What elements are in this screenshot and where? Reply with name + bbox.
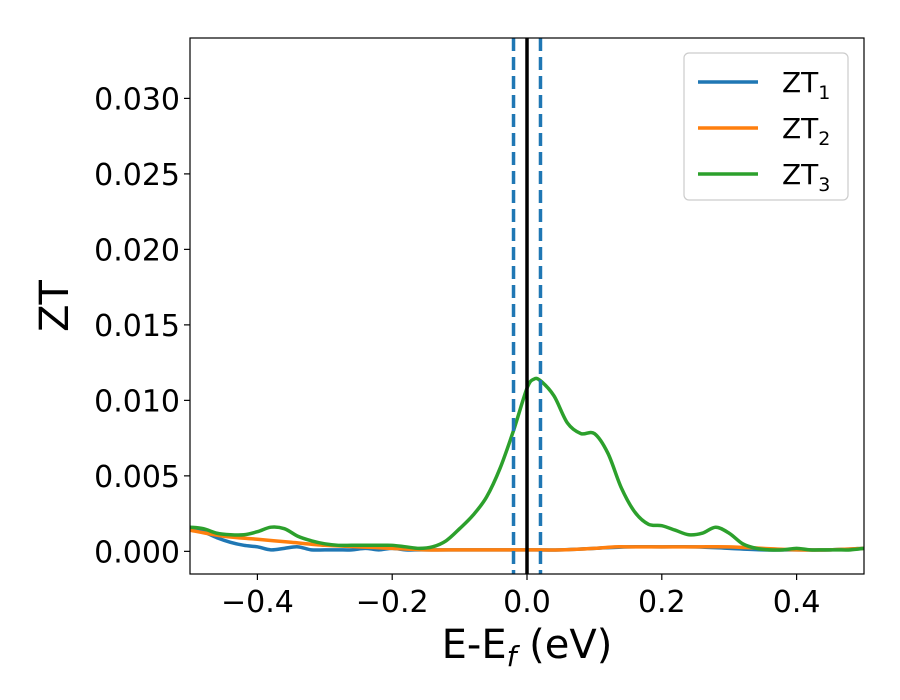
x-axis-ticks: −0.4 −0.2 0.0 0.2 0.4 (221, 574, 820, 620)
series-line-zt2 (190, 528, 864, 552)
x-axis-title: E-Ef (eV) (442, 622, 613, 673)
vertical-lines-layer (511, 38, 543, 574)
legend: ZT1 ZT2 ZT3 (683, 52, 849, 201)
y-tick-label: 0.000 (94, 535, 180, 570)
x-tick-label: 0.4 (773, 585, 821, 620)
y-tick-label: 0.005 (94, 460, 180, 495)
series-layer (190, 376, 864, 552)
x-axis-title-main: E-E (442, 622, 507, 668)
legend-label-zt1: ZT1 (782, 66, 830, 104)
x-tick-label: 0.0 (503, 585, 551, 620)
y-tick-label: 0.015 (94, 309, 180, 344)
series-line-zt3 (190, 376, 864, 552)
y-tick-label: 0.025 (94, 158, 180, 193)
y-tick-label: 0.020 (94, 233, 180, 268)
x-tick-label: 0.2 (638, 585, 686, 620)
legend-box (683, 52, 849, 201)
y-tick-label: 0.030 (94, 82, 180, 117)
x-tick-label: −0.4 (221, 585, 294, 620)
y-axis-ticks: 0.000 0.005 0.010 0.015 0.020 0.025 0.030 (94, 82, 190, 570)
legend-label-zt2: ZT2 (782, 112, 830, 150)
y-axis-title: ZT (32, 280, 78, 332)
x-tick-label: −0.2 (356, 585, 429, 620)
x-axis-title-unit: (eV) (516, 622, 612, 668)
legend-label-zt3: ZT3 (782, 158, 830, 196)
y-tick-label: 0.010 (94, 384, 180, 419)
